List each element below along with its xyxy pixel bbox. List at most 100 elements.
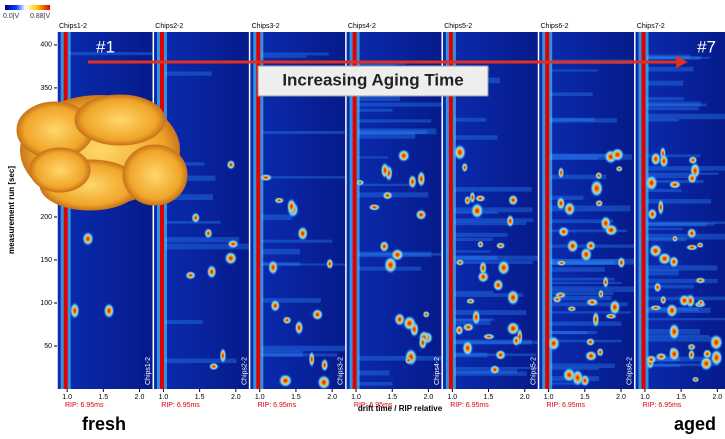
spot bbox=[497, 259, 511, 276]
streak bbox=[454, 187, 532, 192]
x-tick-label: 1.5 bbox=[195, 394, 205, 401]
spot bbox=[562, 367, 576, 383]
streak bbox=[646, 56, 701, 60]
streak bbox=[357, 119, 432, 123]
streak bbox=[165, 237, 240, 243]
spot bbox=[465, 297, 476, 305]
spot bbox=[699, 356, 713, 372]
streak bbox=[550, 117, 596, 122]
streak bbox=[454, 290, 494, 294]
streak bbox=[357, 156, 389, 159]
spot bbox=[557, 166, 565, 179]
spot bbox=[696, 299, 705, 307]
spot bbox=[415, 209, 427, 221]
spot bbox=[495, 242, 506, 250]
spot bbox=[609, 299, 621, 316]
spot bbox=[659, 154, 669, 169]
streak bbox=[550, 157, 598, 160]
spot bbox=[665, 303, 678, 318]
spot bbox=[103, 302, 115, 319]
spot bbox=[477, 270, 490, 283]
x-tick-label: 1.0 bbox=[159, 394, 169, 401]
streak bbox=[165, 358, 237, 364]
streak bbox=[550, 331, 588, 335]
streak bbox=[646, 237, 687, 242]
spot bbox=[492, 278, 504, 292]
spot bbox=[552, 295, 562, 304]
rip-label: RIP: 6.95ms bbox=[643, 402, 682, 409]
panel-title: Chips7-2 bbox=[637, 23, 665, 30]
y-tick-label: 100 bbox=[40, 300, 52, 307]
spot bbox=[479, 260, 488, 276]
streak bbox=[646, 227, 683, 231]
streak bbox=[646, 318, 725, 321]
spot bbox=[668, 346, 680, 362]
streak bbox=[454, 117, 486, 122]
spot bbox=[580, 247, 593, 262]
spot bbox=[506, 214, 515, 228]
panel-side-label: Chips2-2 bbox=[241, 357, 248, 385]
spot bbox=[655, 352, 668, 361]
label-box bbox=[257, 65, 489, 97]
y-tick-label: 200 bbox=[40, 214, 52, 221]
spot bbox=[648, 243, 663, 258]
streak bbox=[646, 265, 718, 271]
spot bbox=[649, 304, 662, 311]
spot bbox=[668, 322, 680, 341]
spot bbox=[482, 333, 496, 340]
y-axis-label: measurement run [sec] bbox=[7, 166, 16, 254]
spot bbox=[694, 277, 706, 284]
spot bbox=[227, 239, 239, 249]
y-tick-label: 400 bbox=[40, 42, 52, 49]
streak bbox=[261, 298, 321, 303]
spot bbox=[617, 256, 626, 269]
x-tick-label: 2.0 bbox=[616, 394, 626, 401]
x-tick-label: 1.0 bbox=[255, 394, 265, 401]
streak bbox=[646, 188, 682, 193]
streak bbox=[550, 295, 612, 301]
spot bbox=[687, 349, 696, 361]
spot bbox=[511, 334, 521, 347]
streak bbox=[454, 353, 536, 357]
streak bbox=[550, 292, 614, 296]
spot bbox=[326, 258, 334, 270]
heatmap-bg bbox=[57, 32, 154, 389]
streak bbox=[261, 345, 346, 352]
streak bbox=[69, 52, 154, 56]
spot bbox=[282, 316, 292, 325]
streak bbox=[357, 128, 437, 135]
spot bbox=[610, 147, 625, 162]
streak bbox=[646, 96, 684, 101]
spot bbox=[69, 302, 80, 320]
spot bbox=[462, 322, 475, 332]
spot bbox=[687, 343, 696, 351]
streak bbox=[165, 71, 212, 76]
spot bbox=[453, 144, 467, 161]
streak bbox=[261, 239, 333, 243]
streak bbox=[357, 102, 443, 107]
y-tick-label: 350 bbox=[40, 85, 52, 92]
panel-title: Chips1-2 bbox=[59, 23, 87, 30]
spot bbox=[470, 202, 484, 219]
spot bbox=[506, 289, 520, 306]
streak bbox=[550, 174, 607, 180]
spot bbox=[477, 240, 485, 249]
streak bbox=[454, 255, 498, 260]
x-tick-label: 1.5 bbox=[291, 394, 301, 401]
spot bbox=[206, 264, 217, 279]
rip-line bbox=[641, 32, 646, 389]
spot bbox=[489, 364, 501, 375]
spot bbox=[563, 201, 576, 217]
x-tick-label: 1.0 bbox=[62, 394, 72, 401]
spot bbox=[422, 310, 430, 319]
streak bbox=[646, 174, 696, 179]
spot bbox=[273, 197, 285, 204]
rip-line bbox=[256, 32, 261, 389]
spot bbox=[566, 305, 577, 312]
rip-label: RIP: 6.95ms bbox=[161, 402, 200, 409]
streak bbox=[646, 199, 712, 204]
streak bbox=[550, 367, 599, 370]
spot bbox=[557, 226, 570, 238]
spot bbox=[585, 298, 599, 307]
streak bbox=[550, 281, 622, 284]
